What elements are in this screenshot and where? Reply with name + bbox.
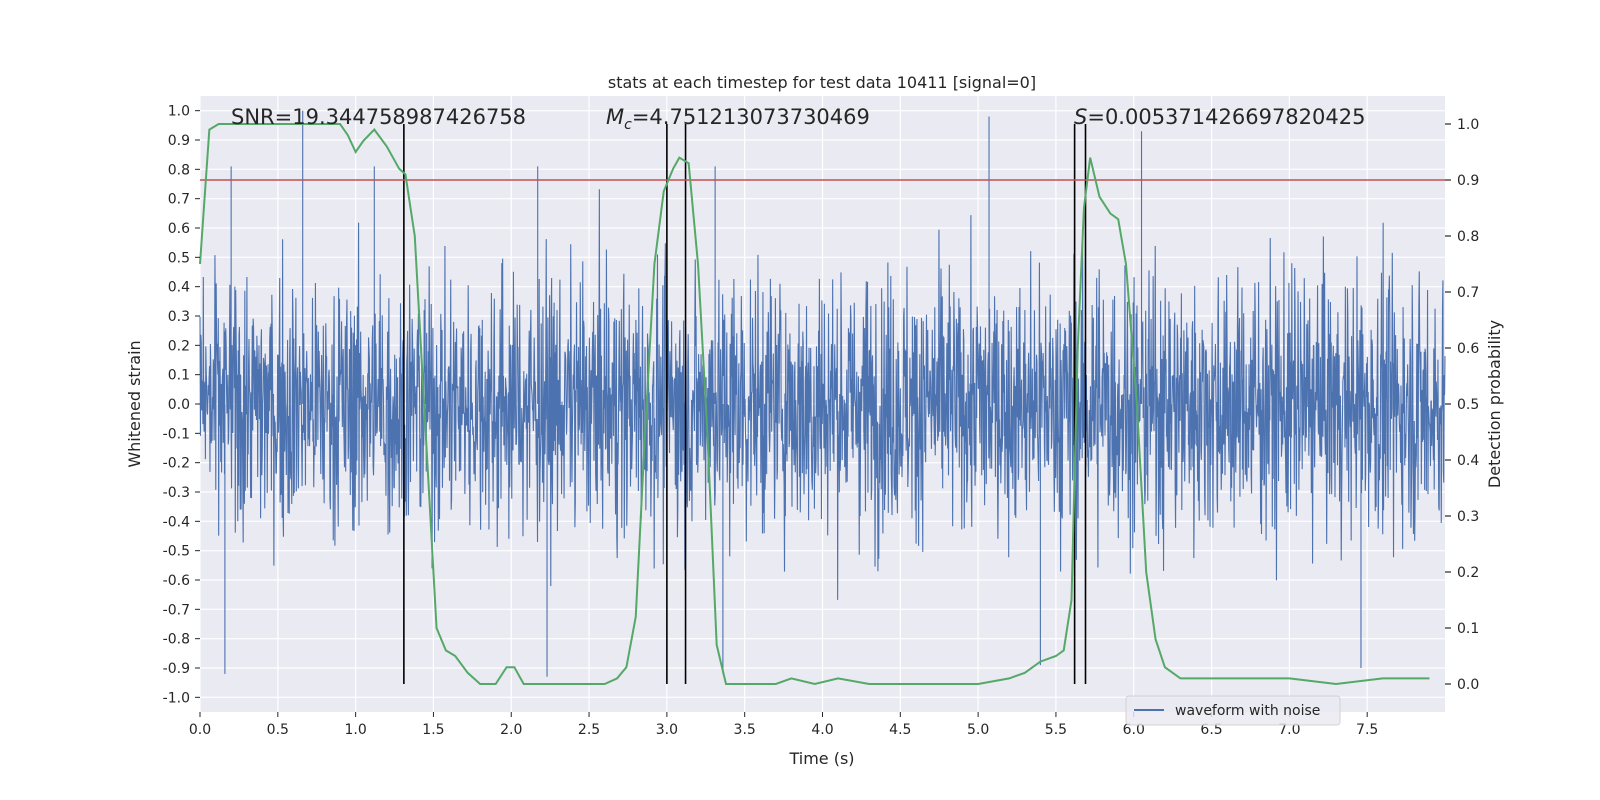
- y2-tick-label-0: 0.0: [1457, 677, 1479, 693]
- x-tick-label-7: 3.5: [734, 722, 756, 738]
- y-tick-label-5: -0.5: [163, 544, 190, 560]
- y-tick-label-9: -0.1: [163, 426, 190, 442]
- x-tick-label-3: 1.5: [422, 722, 444, 738]
- x-tick-label-2: 1.0: [344, 722, 366, 738]
- y2-tick-label-7: 0.7: [1457, 285, 1479, 301]
- legend-label-waveform: waveform with noise: [1175, 703, 1320, 719]
- y-tick-label-11: 0.1: [168, 368, 190, 384]
- y-tick-label-19: 0.9: [168, 133, 190, 149]
- axes: 0.0 0.5 1.0 1.5 2.0 2.5 3.0 3.5 4.0 4.5 5.0 5.5 6.0 6…: [163, 104, 1480, 738]
- x-tick-label-10: 5.0: [967, 722, 989, 738]
- x-tick-label-6: 3.0: [656, 722, 678, 738]
- x-tick-label-15: 7.5: [1356, 722, 1378, 738]
- waveform-series: [199, 110, 1446, 677]
- probability-series: [199, 123, 1445, 686]
- x-tick-label-0: 0.0: [189, 722, 211, 738]
- chirp-mass-symbol: M: [606, 105, 624, 129]
- chirp-mass-value: =4.751213073730469: [632, 105, 870, 129]
- y-tick-label-4: -0.6: [163, 573, 190, 589]
- y-tick-label-13: 0.3: [168, 309, 190, 325]
- x-tick-label-9: 4.5: [889, 722, 911, 738]
- y-tick-label-17: 0.7: [168, 192, 190, 208]
- chirp-mass-subscript: c: [624, 117, 632, 133]
- x-tick-label-8: 4.0: [811, 722, 833, 738]
- y-tick-label-20: 1.0: [168, 104, 190, 120]
- y-tick-label-0: -1.0: [163, 690, 190, 706]
- chirp-mass-annotation: Mc=4.751213073730469: [606, 105, 870, 133]
- waveform-line: [199, 110, 1446, 677]
- y-tick-label-2: -0.8: [163, 632, 190, 648]
- y2-tick-label-1: 0.1: [1457, 621, 1479, 637]
- y2-tick-label-2: 0.2: [1457, 565, 1479, 581]
- y2-tick-label-8: 0.8: [1457, 229, 1479, 245]
- x-tick-label-4: 2.0: [500, 722, 522, 738]
- x-tick-label-5: 2.5: [578, 722, 600, 738]
- snr-annotation: SNR=19.344758987426758: [231, 105, 526, 129]
- chart-title: stats at each timestep for test data 104…: [608, 73, 1036, 92]
- y-tick-label-18: 0.8: [168, 162, 190, 178]
- y-axis-label: Whitened strain: [125, 340, 144, 467]
- y-tick-label-10: 0.0: [168, 397, 190, 413]
- legend-box: [1125, 695, 1341, 726]
- x-tick-label-12: 6.0: [1123, 722, 1145, 738]
- y-tick-label-8: -0.2: [163, 456, 190, 472]
- y-tick-label-12: 0.2: [168, 338, 190, 354]
- y2-tick-label-9: 0.9: [1457, 173, 1479, 189]
- x-tick-label-14: 7.0: [1278, 722, 1300, 738]
- y-tick-label-1: -0.9: [163, 661, 190, 677]
- y2-tick-label-6: 0.6: [1457, 341, 1479, 357]
- y-tick-label-3: -0.7: [163, 602, 190, 618]
- y2-tick-label-4: 0.4: [1457, 453, 1479, 469]
- score-symbol: S: [1074, 105, 1087, 129]
- y2-tick-label-5: 0.5: [1457, 397, 1479, 413]
- y-tick-label-14: 0.4: [168, 280, 190, 296]
- y2-tick-label-3: 0.3: [1457, 509, 1479, 525]
- vertical-markers: [403, 124, 1087, 684]
- y2-tick-label-10: 1.0: [1457, 117, 1479, 133]
- x-tick-label-11: 5.5: [1045, 722, 1067, 738]
- x-tick-label-1: 0.5: [267, 722, 289, 738]
- score-value: =0.005371426697820425: [1087, 105, 1365, 129]
- y-tick-label-7: -0.3: [163, 485, 190, 501]
- y-tick-label-15: 0.5: [168, 250, 190, 266]
- y-tick-label-16: 0.6: [168, 221, 190, 237]
- legend: waveform with noise: [1125, 695, 1341, 726]
- probability-line: [199, 123, 1430, 686]
- x-tick-label-13: 6.5: [1200, 722, 1222, 738]
- score-annotation: S=0.005371426697820425: [1074, 105, 1365, 129]
- x-axis-label: Time (s): [788, 749, 854, 768]
- y2-axis-label: Detection probability: [1485, 320, 1504, 488]
- y-tick-label-6: -0.4: [163, 514, 190, 530]
